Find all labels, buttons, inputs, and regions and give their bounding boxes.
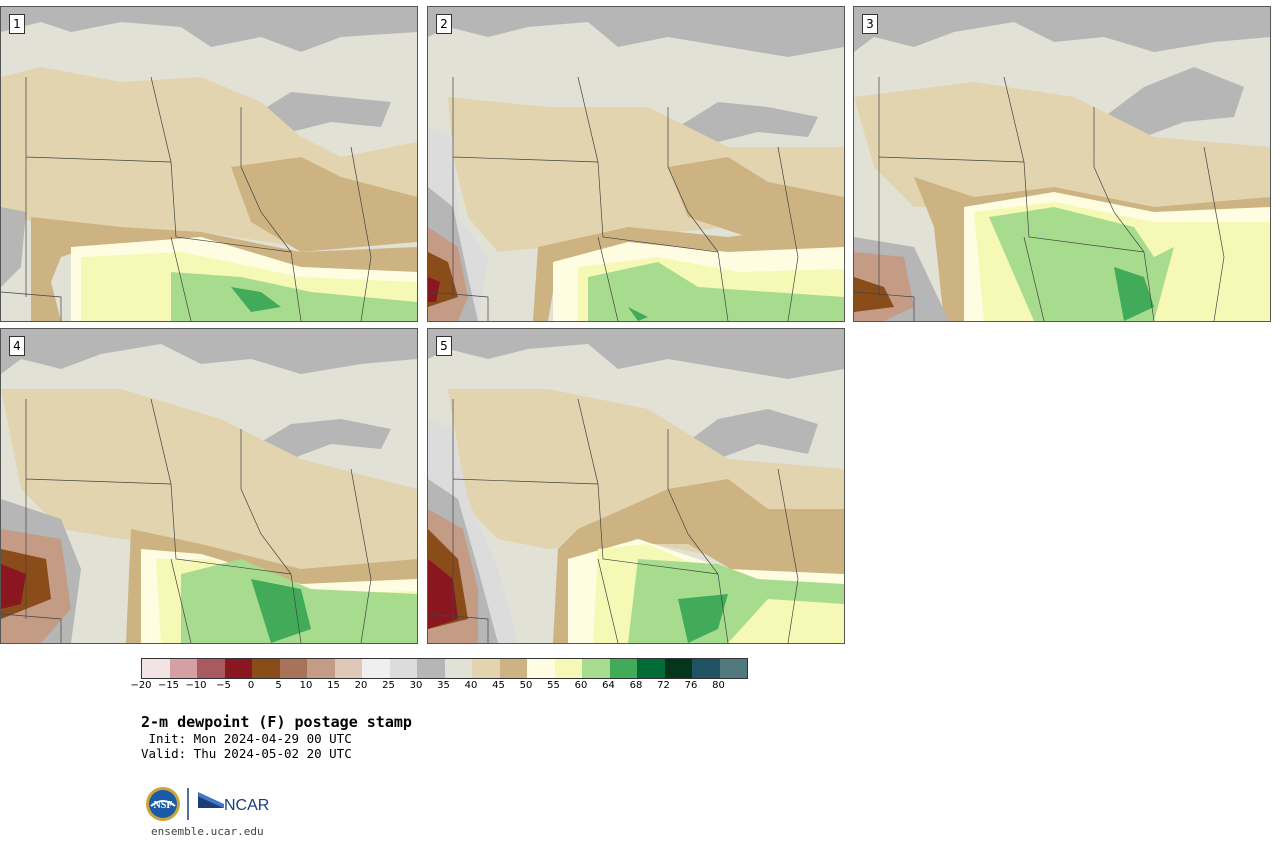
page-title: 2-m dewpoint (F) postage stamp bbox=[141, 713, 412, 731]
map-panel-2: 2 bbox=[427, 6, 845, 322]
nsf-logo: NSF bbox=[146, 787, 180, 821]
map-panel-5: 5 bbox=[427, 328, 845, 644]
colorbar-tick-label: 64 bbox=[602, 680, 615, 691]
ncar-text: NCAR bbox=[224, 797, 269, 814]
colorbar bbox=[141, 658, 748, 679]
colorbar-swatch bbox=[142, 659, 170, 678]
colorbar-tick-label: 5 bbox=[275, 680, 282, 691]
colorbar-swatch bbox=[417, 659, 445, 678]
colorbar-swatch bbox=[637, 659, 665, 678]
colorbar-swatch bbox=[719, 659, 747, 678]
colorbar-tick-label: 30 bbox=[409, 680, 423, 691]
panel-label: 5 bbox=[436, 336, 452, 356]
map-panel-3: 3 bbox=[853, 6, 1271, 322]
colorbar-swatch bbox=[307, 659, 335, 678]
colorbar-tick-label: 10 bbox=[299, 680, 313, 691]
panel-label: 1 bbox=[9, 14, 25, 34]
colorbar-ticks: −20 −15 −10 −5 0 5 10 15 20 25 30 35 40 45 50 55 60 64 68 7… bbox=[130, 680, 761, 696]
colorbar-swatch bbox=[609, 659, 637, 678]
colorbar-swatch bbox=[389, 659, 417, 678]
colorbar-swatch bbox=[279, 659, 307, 678]
colorbar-swatch bbox=[252, 659, 280, 678]
colorbar-swatch bbox=[444, 659, 472, 678]
panel-label: 4 bbox=[9, 336, 25, 356]
map-panel-4: 4 bbox=[0, 328, 418, 644]
colorbar-tick-label: 60 bbox=[574, 680, 588, 691]
colorbar-tick-label: 68 bbox=[629, 680, 643, 691]
colorbar-tick-label: 0 bbox=[247, 680, 255, 691]
colorbar-tick-label: 76 bbox=[684, 680, 698, 691]
colorbar-tick-label: −10 bbox=[185, 680, 207, 691]
logos: NSF NCAR bbox=[144, 784, 284, 824]
colorbar-tick-label: −20 bbox=[130, 680, 152, 691]
colorbar-tick-label: −5 bbox=[216, 680, 231, 691]
colorbar-swatch bbox=[582, 659, 610, 678]
colorbar-tick-label: 20 bbox=[354, 680, 368, 691]
colorbar-swatch bbox=[362, 659, 390, 678]
colorbar-tick-label: 50 bbox=[519, 680, 533, 691]
colorbar-swatch bbox=[692, 659, 720, 678]
panel-label: 2 bbox=[436, 14, 452, 34]
colorbar-swatch bbox=[334, 659, 362, 678]
footer-url: ensemble.ucar.edu bbox=[151, 825, 264, 838]
colorbar-swatch bbox=[224, 659, 252, 678]
nsf-text: NSF bbox=[154, 800, 173, 811]
map-panel-1: 1 bbox=[0, 6, 418, 322]
panel-label: 3 bbox=[862, 14, 878, 34]
colorbar-tick-label: −15 bbox=[157, 680, 180, 691]
colorbar-tick-label: 15 bbox=[327, 680, 340, 691]
init-time: Init: Mon 2024-04-29 00 UTC bbox=[141, 731, 352, 746]
colorbar-tick-label: 55 bbox=[547, 680, 560, 691]
colorbar-swatch bbox=[499, 659, 527, 678]
colorbar-tick-label: 25 bbox=[382, 680, 395, 691]
colorbar-swatch bbox=[664, 659, 692, 678]
colorbar-tick-label: 72 bbox=[657, 680, 670, 691]
colorbar-swatch bbox=[527, 659, 555, 678]
colorbar-tick-label: 40 bbox=[464, 680, 478, 691]
colorbar-swatch bbox=[554, 659, 582, 678]
colorbar-tick-label: 80 bbox=[712, 680, 725, 691]
colorbar-tick-label: 45 bbox=[492, 680, 505, 691]
valid-time: Valid: Thu 2024-05-02 20 UTC bbox=[141, 746, 352, 761]
colorbar-swatch bbox=[197, 659, 225, 678]
colorbar-swatch bbox=[472, 659, 500, 678]
colorbar-tick-label: 35 bbox=[437, 680, 450, 691]
colorbar-swatch bbox=[169, 659, 197, 678]
ncar-logo: NCAR bbox=[198, 792, 269, 814]
